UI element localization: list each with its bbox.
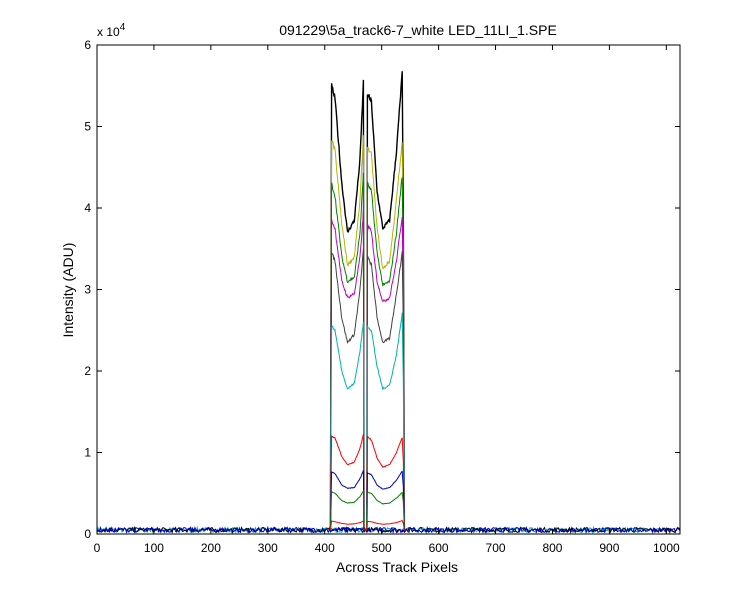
y-tick-label: 4 xyxy=(84,201,91,215)
x-tick-label: 900 xyxy=(599,541,619,555)
series-line-2 xyxy=(329,172,405,531)
series-line-7 xyxy=(329,470,405,531)
plot-area xyxy=(97,45,680,534)
x-tick-label: 600 xyxy=(429,541,449,555)
x-axis-label: Across Track Pixels xyxy=(336,559,458,575)
x-tick-label: 800 xyxy=(542,541,562,555)
series-line-9 xyxy=(329,519,405,531)
y-tick-label: 6 xyxy=(84,38,91,52)
series-line-1 xyxy=(329,135,405,531)
y-tick-label: 1 xyxy=(84,446,91,460)
axis-layer: 0 100 200 300 400 500 600 700 800 900 1000 0 1 2 3 4 5 6 xyxy=(84,38,681,555)
series-layer xyxy=(96,71,681,535)
x-tick-label: 100 xyxy=(144,541,164,555)
x-tick-label: 700 xyxy=(486,541,506,555)
x-tick-label: 300 xyxy=(258,541,278,555)
y-tick-label: 5 xyxy=(84,120,91,134)
y-axis-label: Intensity (ADU) xyxy=(60,243,76,338)
series-line-8 xyxy=(329,489,405,531)
y-tick-label: 3 xyxy=(84,283,91,297)
y-exponent-power: 4 xyxy=(120,22,126,33)
x-tick-label: 200 xyxy=(201,541,221,555)
series-line-3 xyxy=(329,210,405,531)
series-line-6 xyxy=(329,433,405,531)
chart-title: 091229\5a_track6-7_white LED_11LI_1.SPE xyxy=(279,22,557,38)
x-tick-label: 0 xyxy=(94,541,101,555)
y-exponent-label: x 104 xyxy=(97,22,126,39)
x-tick-label: 500 xyxy=(372,541,392,555)
series-line-0 xyxy=(329,71,406,531)
y-tick-label: 0 xyxy=(84,527,91,541)
series-line-4 xyxy=(329,249,405,531)
y-tick-label: 2 xyxy=(84,364,91,378)
series-line-5 xyxy=(329,312,405,531)
background-noise-trace-2 xyxy=(96,525,681,535)
x-tick-label: 1000 xyxy=(653,541,680,555)
x-tick-label: 400 xyxy=(315,541,335,555)
y-exponent-base: x 10 xyxy=(97,25,120,39)
